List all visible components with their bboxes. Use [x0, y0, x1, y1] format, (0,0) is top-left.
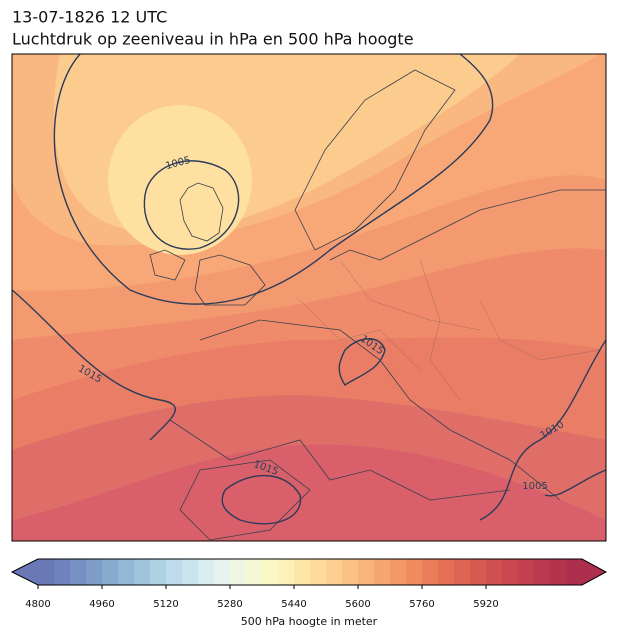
- contour: [479, 339, 606, 521]
- colorbar-box: [246, 559, 263, 585]
- colorbar-box: [230, 559, 247, 585]
- colorbar-extend: [12, 559, 38, 585]
- colorbar-box: [86, 559, 103, 585]
- colorbar-box: [326, 559, 343, 585]
- colorbar-box: [102, 559, 119, 585]
- contour: [12, 289, 176, 441]
- colorbar-tick-label: 5920: [473, 599, 498, 610]
- colorbar-box: [342, 559, 359, 585]
- colorbar-box: [278, 559, 295, 585]
- colorbar-box: [38, 559, 55, 585]
- colorbar-box: [438, 559, 455, 585]
- colorbar-box: [262, 559, 279, 585]
- colorbar-box: [198, 559, 215, 585]
- colorbar-box: [70, 559, 87, 585]
- colorbar-box: [502, 559, 519, 585]
- contour-label: 1005: [522, 481, 547, 492]
- colorbar-box: [518, 559, 535, 585]
- time-title: 13-07-1826 12 UTC: [12, 8, 167, 27]
- colorbar: 4800 4960 5120 5280 5440 5600 5760 5920 500 hPa …: [10, 558, 608, 628]
- colorbar-box: [358, 559, 375, 585]
- colorbar-box: [166, 559, 183, 585]
- colorbar-box: [118, 559, 135, 585]
- colorbar-box: [374, 559, 391, 585]
- colorbar-tick-label: 5120: [153, 599, 178, 610]
- colorbar-box: [54, 559, 71, 585]
- colorbar-box: [550, 559, 567, 585]
- colorbar-label: 500 hPa hoogte in meter: [241, 615, 378, 628]
- band: [108, 105, 252, 255]
- colorbar-tick-label: 5280: [217, 599, 242, 610]
- colorbar-box: [390, 559, 407, 585]
- map: 1005 1015 1015 1015 1010 1005: [12, 54, 606, 541]
- colorbar-box: [406, 559, 423, 585]
- colorbar-tick-label: 5600: [345, 599, 370, 610]
- colorbar-extend: [582, 559, 606, 585]
- colorbar-box: [534, 559, 551, 585]
- map-title: Luchtdruk op zeeniveau in hPa en 500 hPa…: [12, 30, 414, 49]
- colorbar-box: [134, 559, 151, 585]
- colorbar-box: [214, 559, 231, 585]
- colorbar-box: [470, 559, 487, 585]
- colorbar-box: [422, 559, 439, 585]
- contour: [338, 338, 386, 386]
- contour: [53, 54, 494, 305]
- colorbar-box: [454, 559, 471, 585]
- colorbar-outline: [10, 558, 608, 586]
- colorbar-tick-label: 5440: [281, 599, 306, 610]
- colorbar-box: [486, 559, 503, 585]
- colorbar-tick-label: 5760: [409, 599, 434, 610]
- colorbar-box: [182, 559, 199, 585]
- colorbar-box: [310, 559, 327, 585]
- colorbar-tick-label: 4800: [25, 599, 50, 610]
- colorbar-box: [294, 559, 311, 585]
- contour: [221, 474, 302, 525]
- colorbar-box: [566, 559, 583, 585]
- map-frame: [11, 53, 607, 542]
- colorbar-tick-label: 4960: [89, 599, 114, 610]
- colorbar-box: [150, 559, 167, 585]
- contour: [143, 160, 240, 250]
